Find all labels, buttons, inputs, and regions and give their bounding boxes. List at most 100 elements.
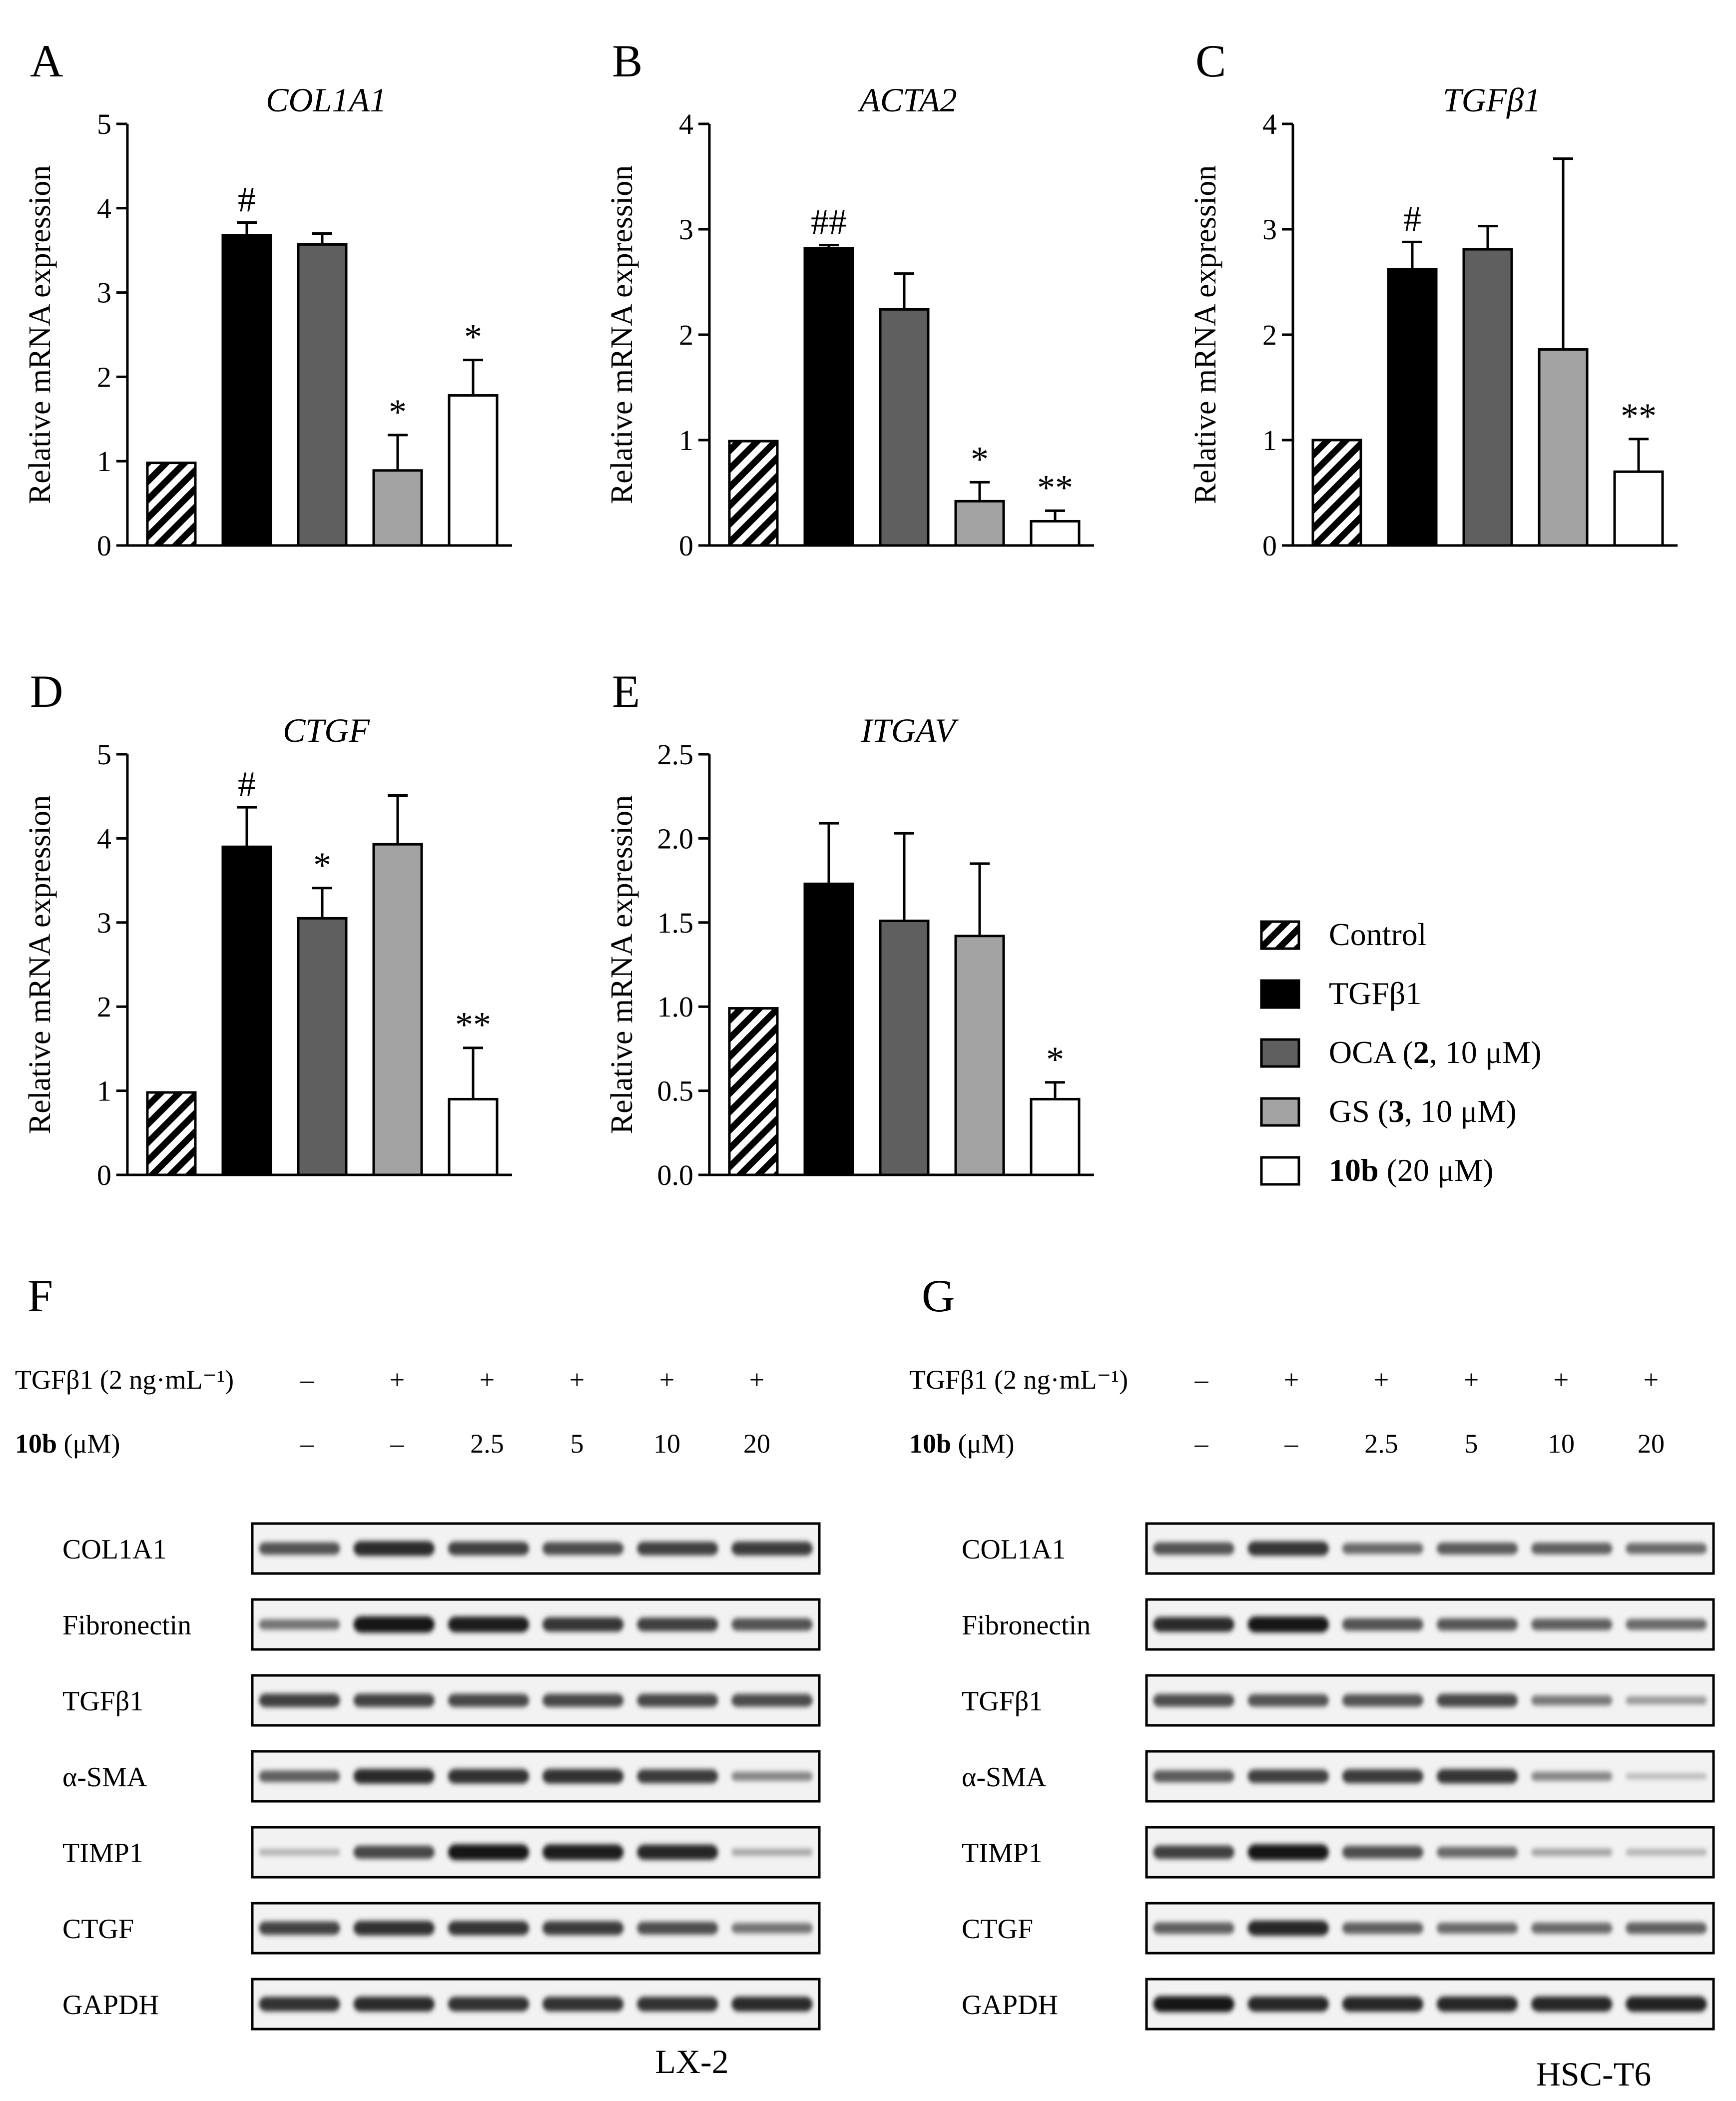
bar-a-0: [146, 462, 197, 547]
bar-c-0: [1311, 439, 1362, 547]
y-tick-label: 5: [97, 738, 111, 771]
blot-band: [1342, 1846, 1424, 1859]
blot-band: [353, 1693, 435, 1707]
blot-band: [1436, 1543, 1518, 1555]
treatment-sign: +: [1554, 1365, 1569, 1395]
blot-band: [448, 1769, 530, 1784]
blot-band: [1153, 1922, 1234, 1934]
blot-band: [1626, 1849, 1707, 1856]
blot-band: [1247, 1616, 1329, 1633]
y-tick-label: 1: [679, 424, 693, 457]
bar-e-4: [1030, 1097, 1081, 1176]
significance-mark: **: [1621, 396, 1657, 436]
panel-letter: B: [612, 35, 642, 86]
chart-title: CTGF: [283, 711, 370, 749]
blot-strip: [251, 1978, 821, 2031]
blot-band: [448, 1616, 530, 1632]
treatment-sign: +: [1374, 1365, 1389, 1395]
y-tick-label: 3: [97, 907, 111, 939]
blot-strip: [251, 1826, 821, 1879]
blot-strip: [1145, 1598, 1715, 1651]
bar-b-0: [728, 440, 779, 547]
blot-band: [1153, 1996, 1234, 2013]
legend-label-post: (20 μM): [1379, 1152, 1494, 1188]
y-tick-label: 2.5: [657, 738, 694, 771]
y-tick-label: 2: [1262, 319, 1277, 351]
dose-value: 10: [653, 1429, 680, 1459]
treatment-label: TGFβ1 (2 ng·mL⁻¹): [909, 1365, 1128, 1395]
blot-band: [448, 1693, 530, 1707]
blot-band: [731, 1771, 813, 1781]
blot-band: [731, 1618, 813, 1631]
treatment-sign: +: [480, 1365, 495, 1395]
bar-c-1: [1387, 268, 1438, 547]
panel-letter: D: [30, 666, 63, 717]
treatment-sign: –: [300, 1365, 315, 1395]
blot-strip: [251, 1750, 821, 1803]
legend-swatch-4: [1260, 1156, 1300, 1186]
blot-band: [636, 1542, 718, 1556]
y-tick-label: 0.0: [657, 1159, 694, 1191]
bar-e-0: [728, 1007, 779, 1176]
blot-band: [1531, 1543, 1613, 1555]
bar-b-4: [1030, 520, 1081, 547]
protein-label: TIMP1: [962, 1838, 1043, 1869]
blot-strip: [251, 1902, 821, 1955]
blot-band: [1626, 1696, 1707, 1704]
blot-band: [1531, 1848, 1613, 1856]
dose-label-bold: 10b: [15, 1429, 57, 1459]
protein-label: COL1A1: [62, 1534, 166, 1565]
blot-band: [542, 1844, 624, 1860]
legend-swatch-3: [1260, 1097, 1300, 1127]
bar-c-4: [1613, 470, 1664, 547]
dose-value: 5: [571, 1429, 584, 1459]
legend-label-post: , 10 μM): [1404, 1093, 1517, 1129]
bar-d-4: [448, 1097, 499, 1176]
panel-letter: C: [1195, 35, 1226, 86]
blot-band: [259, 1921, 340, 1935]
legend-label-4: 10b (20 μM): [1329, 1152, 1493, 1188]
treatment-sign: +: [1464, 1365, 1479, 1395]
blot-band: [542, 1769, 624, 1784]
blot-band: [1247, 1920, 1329, 1936]
protein-label: α-SMA: [962, 1762, 1047, 1793]
blot-band: [448, 1844, 530, 1861]
y-tick-label: 2: [97, 361, 111, 393]
y-tick-label: 3: [679, 213, 693, 246]
y-tick-label: 0: [1262, 529, 1277, 562]
blot-band: [1153, 1542, 1234, 1555]
legend-swatch-1: [1260, 979, 1300, 1009]
dose-value: –: [300, 1429, 315, 1459]
bar-a-3: [372, 469, 423, 547]
blot-strip: [1145, 1750, 1715, 1803]
bar-d-2: [297, 917, 348, 1176]
blot-strip: [1145, 1826, 1715, 1879]
dose-label-bold: 10b: [909, 1429, 951, 1459]
dose-value: –: [1284, 1429, 1299, 1459]
cell-line-label: LX-2: [655, 2043, 728, 2081]
blot-band: [542, 1617, 624, 1632]
y-tick-label: 0.5: [657, 1075, 694, 1107]
y-tick-label: 1: [1262, 424, 1277, 457]
y-axis-label: Relative mRNA expression: [1188, 165, 1222, 504]
blot-panel-G: G TGFβ1 (2 ng·mL⁻¹) 10b (μM) – + + + + + – – 2.5 5 10…: [909, 1270, 1715, 2093]
blot-band: [636, 1769, 718, 1783]
blot-band: [1436, 1923, 1518, 1934]
blot-panel-F: F TGFβ1 (2 ng·mL⁻¹) 10b (μM) – + + + + + – – 2.5 5 10…: [15, 1270, 821, 2081]
bar-d-1: [221, 845, 272, 1176]
blot-band: [1436, 1618, 1518, 1631]
blot-band: [353, 1769, 435, 1784]
blot-band: [353, 1845, 435, 1859]
y-tick-label: 0: [679, 529, 693, 562]
chart-title: ITGAV: [860, 711, 959, 749]
y-tick-label: 4: [1262, 108, 1277, 140]
dose-value: 2.5: [1364, 1429, 1398, 1459]
significance-mark: **: [455, 1005, 491, 1045]
significance-mark: *: [971, 439, 989, 479]
blot-band: [731, 1997, 813, 2012]
significance-mark: #: [238, 764, 256, 804]
legend-label-bold: 3: [1388, 1093, 1404, 1129]
bar-d-3: [372, 843, 423, 1176]
legend-swatch-2: [1260, 1038, 1300, 1068]
blot-strip: [1145, 1674, 1715, 1727]
